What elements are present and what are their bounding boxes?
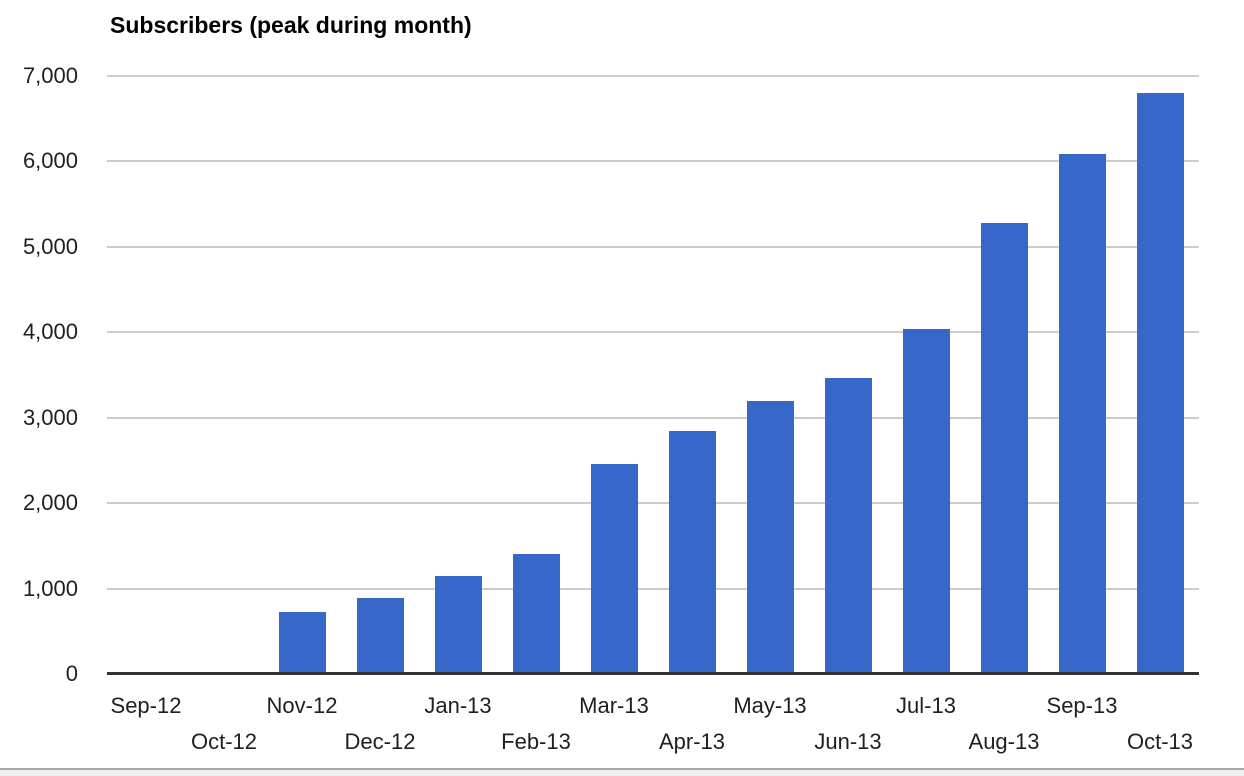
- x-tick-label: Oct-12: [190, 729, 258, 754]
- y-tick-label: 0: [65, 661, 78, 686]
- bar-Dec-12: [356, 597, 404, 674]
- x-tick-label: Jun-13: [814, 729, 882, 754]
- gridline: [107, 416, 1199, 419]
- x-tick-label: Nov-12: [266, 693, 338, 718]
- x-tick-label: Sep-13: [1046, 693, 1118, 718]
- bar-Aug-13: [980, 222, 1028, 674]
- gridline: [107, 502, 1199, 505]
- y-tick-label: 4,000: [22, 319, 78, 345]
- chart-title: Subscribers (peak during month): [110, 12, 472, 38]
- bar-Jan-13: [434, 575, 482, 674]
- y-tick-label: 7,000: [22, 63, 78, 88]
- bar-May-13: [746, 401, 794, 674]
- x-tick-label: Mar-13: [579, 693, 649, 718]
- gridline: [107, 587, 1199, 590]
- x-tick-label: Apr-13: [658, 729, 726, 754]
- gridline: [107, 160, 1199, 163]
- bar-Jul-13: [902, 328, 950, 674]
- window-bottom-edge: [0, 768, 1244, 776]
- bar-Feb-13: [512, 554, 560, 674]
- x-tick-label: May-13: [733, 693, 807, 718]
- y-tick-label: 3,000: [22, 404, 78, 430]
- x-tick-label: Sep-12: [110, 693, 182, 718]
- x-tick-label: Jan-13: [424, 693, 492, 718]
- y-tick-label: 2,000: [22, 490, 78, 516]
- y-tick-label: 6,000: [22, 148, 78, 174]
- bar-Sep-13: [1058, 153, 1106, 674]
- y-tick-label: 5,000: [22, 233, 78, 259]
- bar-Mar-13: [590, 463, 638, 674]
- bar-Oct-13: [1136, 93, 1184, 674]
- bar-Jun-13: [824, 377, 872, 674]
- x-tick-label: Oct-13: [1126, 729, 1194, 754]
- x-tick-label: Jul-13: [896, 693, 956, 718]
- x-tick-label: Dec-12: [344, 729, 416, 754]
- gridline: [107, 75, 1199, 77]
- x-tick-label: Aug-13: [968, 729, 1040, 754]
- bar-Nov-12: [278, 611, 326, 674]
- x-axis-line: [107, 672, 1199, 675]
- x-tick-label: Feb-13: [501, 729, 571, 754]
- gridline: [107, 331, 1199, 334]
- y-tick-label: 1,000: [22, 575, 78, 601]
- bar-Apr-13: [668, 431, 716, 674]
- gridline: [107, 245, 1199, 248]
